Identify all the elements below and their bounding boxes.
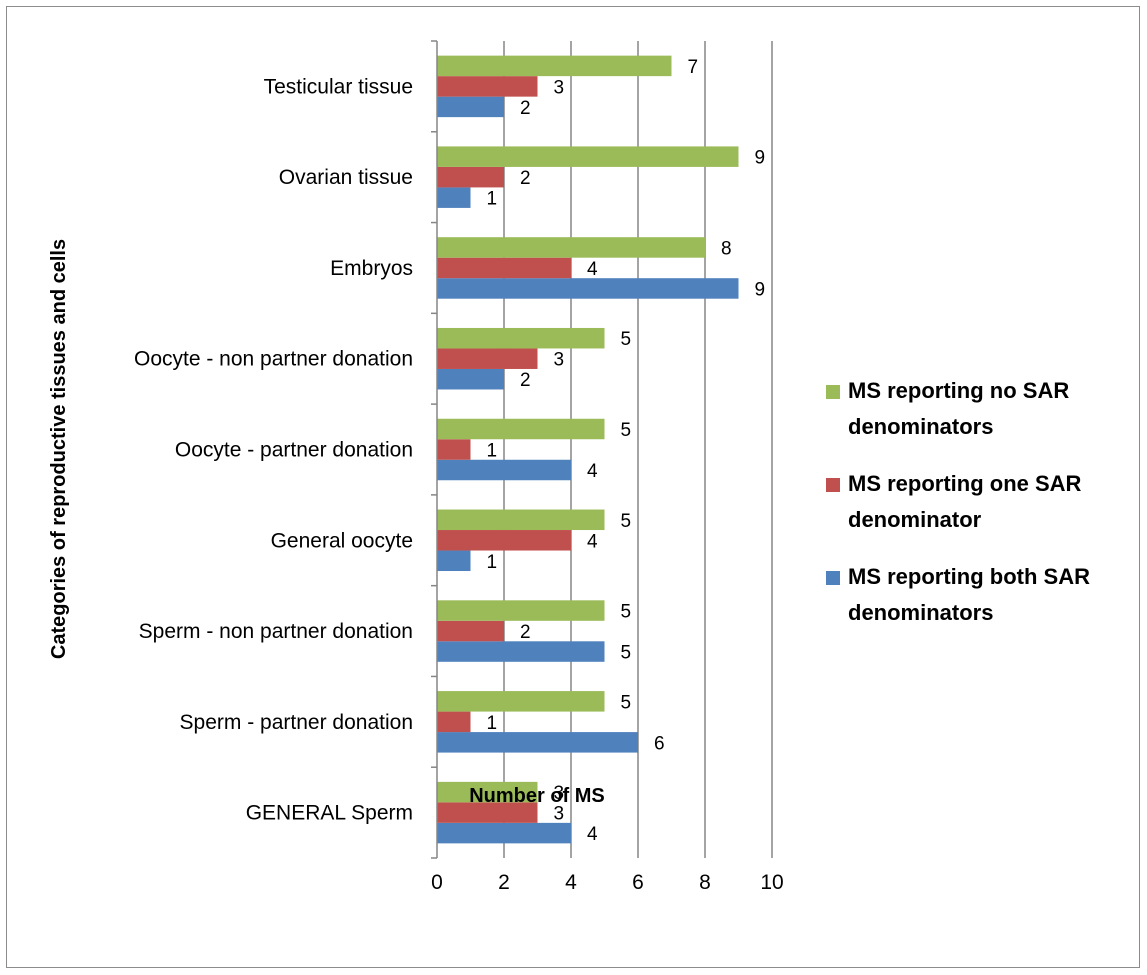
category-labels: GENERAL Sperm Sperm - partner donation Spe… [134,75,413,824]
legend-swatch [826,571,840,585]
x-tick-label: 0 [431,871,443,894]
bar [437,822,571,844]
data-label: 9 [755,148,766,169]
data-label: 5 [621,643,632,664]
category-label: Sperm - non partner donation [139,620,413,643]
legend-label: MS reporting no SAR [848,378,1069,403]
data-label: 3 [554,350,565,371]
category-label: GENERAL Sperm [246,802,413,825]
x-tick-label: 4 [565,871,577,894]
bar [437,641,605,662]
data-label: 5 [621,692,632,713]
data-label: 4 [587,259,598,280]
data-label: 8 [721,238,732,259]
bar [437,550,471,572]
x-tick-labels: 0 2 4 6 8 10 [431,871,784,894]
legend-swatch [826,478,840,492]
x-axis-title: Number of MS [469,785,605,807]
x-tick-label: 10 [760,871,783,894]
bar [437,620,504,642]
bar [437,237,705,258]
bar [437,530,571,551]
legend-label: denominator [848,507,982,532]
data-label: 1 [487,713,498,734]
axes [431,40,438,859]
bar [437,257,571,279]
data-label: 2 [520,168,531,189]
x-tick-label: 2 [498,871,510,894]
bars [437,55,739,844]
data-label: 4 [587,531,598,552]
category-label: Oocyte - partner donation [175,439,413,462]
data-label: 2 [520,98,531,119]
data-label: 5 [621,329,632,350]
legend-label: denominators [848,414,993,439]
legend-swatch [826,385,840,399]
data-label: 1 [487,441,498,462]
bar [437,327,605,349]
bar [437,439,471,460]
data-label: 5 [621,602,632,623]
bar [437,368,504,390]
data-label: 5 [621,511,632,532]
bar [437,691,605,712]
data-label: 2 [520,622,531,643]
legend-label: MS reporting both SAR [848,564,1090,589]
category-label: Embryos [330,257,413,280]
bar [437,802,538,823]
data-label: 6 [654,733,665,754]
bar [437,732,638,753]
bar [437,166,504,188]
data-label: 3 [554,77,565,98]
legend: MS reporting no SAR denominators MS report… [826,378,1090,625]
data-label: 1 [487,189,498,210]
x-tick-label: 6 [632,871,644,894]
bar [437,418,605,440]
bar [437,509,605,531]
bar [437,459,571,481]
bar [437,187,471,208]
bar [437,348,538,369]
bar [437,96,504,118]
data-label: 3 [554,783,565,804]
category-label: Sperm - partner donation [180,711,413,734]
bar [437,711,471,733]
bar [437,600,605,621]
data-label: 4 [587,824,598,845]
category-label: Testicular tissue [264,75,413,98]
category-label: Ovarian tissue [279,166,413,189]
data-label: 5 [621,420,632,441]
data-label: 4 [587,461,598,482]
y-axis-title: Categories of reproductive tissues and c… [48,239,70,659]
data-label: 2 [520,370,531,391]
bar [437,55,672,77]
x-tick-label: 8 [699,871,711,894]
data-label: 7 [688,57,699,78]
bar [437,781,538,803]
bar [437,278,739,299]
legend-label: denominators [848,600,993,625]
data-label: 9 [755,279,766,300]
bar [437,76,538,97]
bar [437,146,739,167]
legend-label: MS reporting one SAR [848,471,1082,496]
category-label: Oocyte - non partner donation [134,348,413,371]
category-label: General oocyte [271,529,413,552]
data-label: 1 [487,552,498,573]
data-label: 3 [554,804,565,825]
